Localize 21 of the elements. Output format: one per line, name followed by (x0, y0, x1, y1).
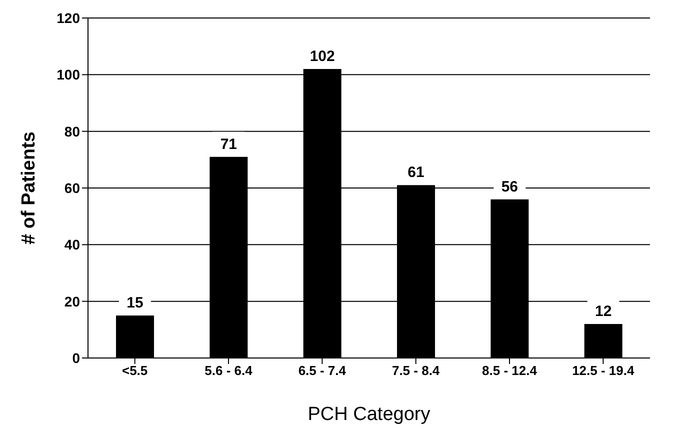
y-tick-label: 100 (56, 66, 80, 83)
y-tick-label: 60 (64, 180, 80, 196)
data-label: 102 (310, 48, 335, 65)
y-tick-label: 40 (64, 236, 80, 253)
y-tick-label: 20 (64, 293, 80, 310)
y-tick-label: 120 (56, 10, 80, 26)
x-tick-label: 8.5 - 12.4 (482, 363, 538, 378)
data-label: 56 (501, 178, 518, 196)
x-tick-label: 12.5 - 19.4 (572, 363, 636, 378)
x-tick-label: 7.5 - 8.4 (392, 363, 440, 378)
x-axis-title: PCH Category (308, 404, 431, 425)
data-label: 61 (408, 164, 424, 182)
x-tick-label: 5.6 - 6.4 (204, 363, 254, 378)
y-axis-title: # of Patients (18, 132, 40, 244)
y-tick-label: 0 (72, 350, 80, 366)
data-label: 12 (594, 303, 612, 320)
data-label: 15 (126, 294, 144, 312)
x-tick-label: 6.5 - 7.4 (298, 363, 347, 378)
data-label: 71 (220, 136, 238, 153)
y-tick-label: 80 (64, 123, 80, 140)
x-tick-label: <5.5 (122, 363, 148, 378)
